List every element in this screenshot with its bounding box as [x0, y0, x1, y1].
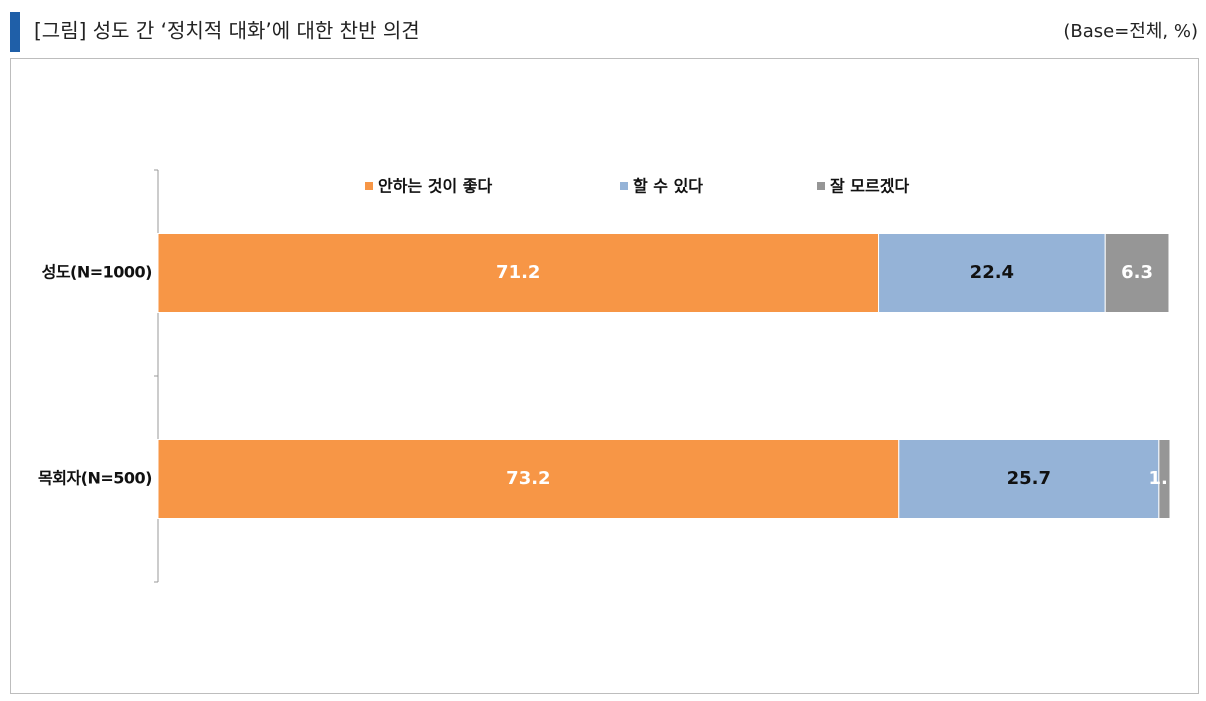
legend-swatch [817, 182, 825, 190]
category-label: 성도(N=1000) [42, 263, 152, 282]
value-label: 6.3 [1121, 262, 1153, 283]
legend-label: 안하는 것이 좋다 [378, 177, 492, 196]
bar-segment [878, 233, 1106, 313]
legend-label: 할 수 있다 [633, 177, 703, 196]
title-accent [10, 12, 20, 52]
bar-segment [898, 439, 1160, 519]
category-label: 목회자(N=500) [38, 469, 152, 488]
bar-segment [157, 233, 880, 313]
value-label: 22.4 [970, 262, 1014, 283]
bar-segment [1158, 439, 1171, 519]
value-label: 1.1 [1148, 468, 1180, 489]
frame [10, 58, 1199, 694]
value-label: 73.2 [506, 468, 550, 489]
legend-swatch [620, 182, 628, 190]
base-note: (Base=전체, %) [1063, 21, 1198, 42]
chart-title: [그림] 성도 간 ‘정치적 대화’에 대한 찬반 의견 [34, 19, 420, 43]
value-label: 25.7 [1007, 468, 1051, 489]
value-label: 71.2 [496, 262, 540, 283]
legend-label: 잘 모르겠다 [830, 177, 909, 196]
legend-swatch [365, 182, 373, 190]
bar-segment [157, 439, 900, 519]
bar-segment [1104, 233, 1170, 313]
